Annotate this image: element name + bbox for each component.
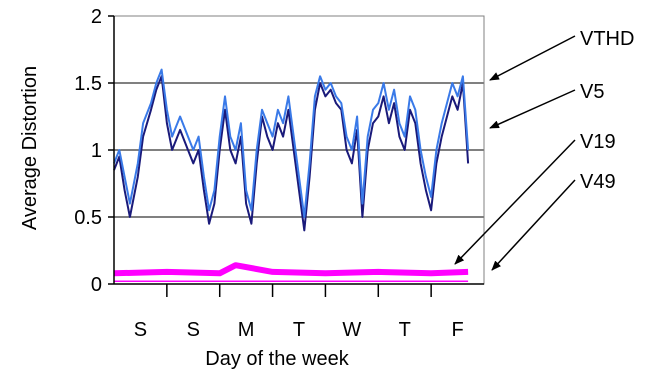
y-tick-label: 1 [91, 140, 102, 162]
annotation-label-v5: V5 [580, 81, 604, 103]
y-tick-label: 1.5 [74, 73, 102, 95]
series-line-v5 [113, 68, 470, 218]
gridlines [114, 82, 484, 218]
x-tick-label: S [187, 319, 200, 341]
annotation-arrow-vthd [489, 35, 576, 81]
y-axis-title: Average Distortion [19, 66, 41, 230]
x-tick-label: M [238, 319, 255, 341]
y-tick-label: 0.5 [74, 207, 102, 229]
annotation-arrow-v5 [489, 89, 576, 129]
x-tick-label: W [342, 319, 361, 341]
x-tick-label: F [451, 319, 463, 341]
annotation-label-v49: V49 [580, 171, 616, 193]
annotation-label-vthd: VTHD [580, 28, 634, 50]
series-line-vthd [113, 75, 470, 232]
series-line-v19 [113, 262, 469, 277]
series-layer [113, 68, 470, 283]
annotations: VTHD V5 V19 V49 [454, 28, 634, 271]
y-ticks: 0 0.5 1 1.5 2 [74, 6, 114, 296]
y-tick-label: 2 [91, 6, 102, 28]
annotation-label-v19: V19 [580, 131, 616, 153]
annotation-arrow-v49 [491, 179, 576, 271]
x-tick-label: T [293, 319, 305, 341]
x-axis-title: Day of the week [205, 348, 349, 370]
annotation-arrow-v19 [454, 139, 576, 265]
x-tick-label: T [399, 319, 411, 341]
y-tick-label: 0 [91, 274, 102, 296]
x-tick-label: S [134, 319, 147, 341]
